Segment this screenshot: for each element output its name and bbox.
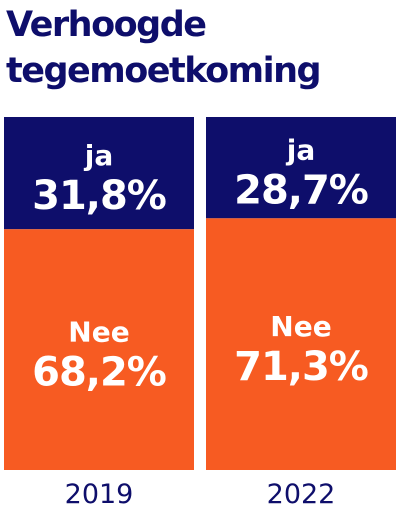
bar-segment-nee-2019	[4, 229, 194, 470]
category-label: 2019	[65, 479, 134, 510]
category-label: 2022	[267, 479, 336, 510]
segment-value-label: 68,2%	[32, 350, 166, 396]
chart-title: Verhoogde tegemoetkoming	[6, 5, 322, 91]
bar-segment-nee-2022	[206, 218, 396, 470]
segment-name-label: Nee	[68, 316, 129, 349]
segment-name-label: ja	[84, 139, 114, 172]
segment-value-label: 28,7%	[234, 168, 368, 214]
bar-segment-ja-2019	[4, 117, 194, 230]
segment-name-label: ja	[286, 134, 316, 167]
segment-name-label: Nee	[270, 310, 331, 343]
segment-value-label: 71,3%	[234, 344, 368, 390]
segment-value-label: 31,8%	[32, 173, 166, 219]
bar-segment-ja-2022	[206, 117, 396, 219]
